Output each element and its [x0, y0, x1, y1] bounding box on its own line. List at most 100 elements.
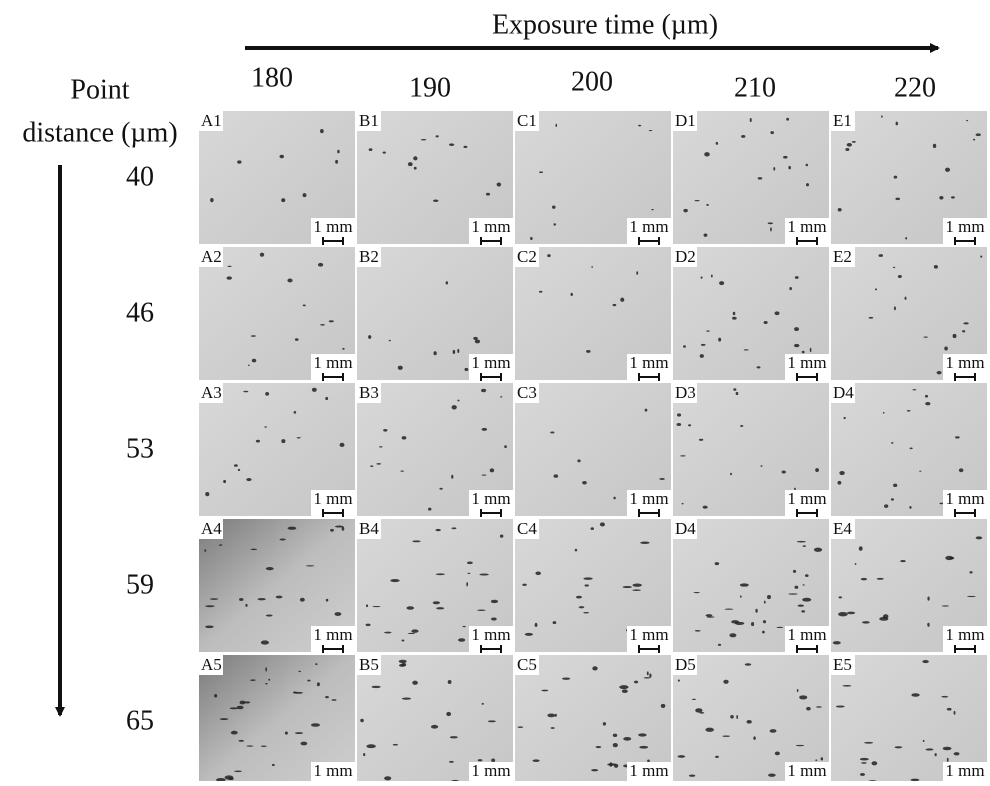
pore: [941, 696, 948, 698]
panel-label: C5: [517, 655, 537, 674]
panel-label: C1: [517, 111, 537, 130]
pore: [268, 679, 270, 681]
pore: [803, 584, 805, 585]
panel-label: D1: [675, 111, 696, 130]
pore: [234, 464, 238, 467]
pore: [256, 440, 260, 443]
pore: [539, 171, 543, 173]
pore: [315, 663, 317, 665]
pore: [402, 698, 411, 700]
pore: [613, 734, 617, 737]
pore: [701, 277, 703, 279]
pore: [730, 473, 732, 476]
panel-label: D3: [675, 383, 696, 402]
pore: [768, 222, 773, 224]
scale-label: 1 mm: [787, 625, 826, 644]
pore: [433, 351, 436, 355]
pore: [490, 468, 494, 472]
panel-label: B3: [359, 383, 379, 402]
pore: [457, 400, 459, 402]
pore: [860, 773, 865, 776]
pore: [923, 740, 925, 742]
pore: [482, 703, 484, 705]
pore: [678, 679, 680, 681]
pore: [337, 150, 339, 154]
pore: [436, 607, 444, 609]
pore: [794, 327, 799, 331]
pore: [552, 205, 556, 208]
pore: [677, 755, 685, 758]
pore: [550, 431, 554, 433]
panel: B41 mm: [357, 519, 513, 653]
panel: E21 mm: [831, 247, 987, 381]
pore: [724, 609, 733, 610]
pore: [954, 752, 960, 755]
pore: [842, 685, 851, 687]
row-label: 40: [126, 161, 154, 192]
pore: [238, 740, 244, 742]
pore: [839, 471, 844, 475]
panel-label: A4: [201, 519, 222, 538]
pore: [775, 752, 780, 756]
pore: [463, 146, 467, 148]
pore: [303, 304, 306, 306]
pore: [962, 330, 965, 332]
pore: [770, 729, 777, 733]
pore: [909, 506, 911, 509]
pore: [683, 345, 686, 347]
pore: [451, 527, 456, 529]
pore: [591, 527, 594, 530]
pore: [366, 744, 375, 748]
pore: [757, 366, 761, 368]
panel: C11 mm: [515, 111, 671, 245]
panel: A41 mm: [199, 519, 355, 653]
pore: [910, 447, 913, 449]
pore: [797, 541, 806, 543]
pore: [877, 578, 884, 580]
scale-label: 1 mm: [945, 625, 984, 644]
panel-label: C3: [517, 383, 537, 402]
panel: D11 mm: [673, 111, 829, 245]
pore: [204, 549, 206, 552]
pore: [689, 775, 695, 777]
panel-label: A5: [201, 655, 222, 674]
pore: [497, 183, 502, 187]
pore: [446, 281, 448, 284]
pore: [776, 627, 783, 628]
pore: [837, 481, 841, 485]
pore: [448, 680, 452, 684]
pore: [976, 536, 983, 539]
pore: [250, 679, 255, 681]
scale-label: 1 mm: [629, 489, 668, 508]
pore: [836, 705, 845, 707]
panel: E51 mm: [831, 655, 987, 781]
pore: [741, 135, 745, 138]
panel: E4 1 mm: [831, 519, 987, 653]
panel-label: E4: [833, 519, 852, 538]
pore: [847, 143, 852, 147]
pore: [839, 596, 842, 598]
row-label: 46: [126, 297, 154, 328]
pore: [325, 696, 329, 698]
pore: [746, 720, 751, 724]
pore: [731, 620, 739, 623]
pore: [287, 279, 292, 283]
pore: [383, 429, 387, 432]
pore: [794, 344, 799, 347]
pore: [764, 321, 768, 324]
pore: [225, 775, 234, 779]
pore: [700, 354, 704, 358]
column-label: 200: [571, 66, 613, 97]
scale-label: 1 mm: [629, 353, 668, 372]
pore: [861, 578, 867, 580]
pore: [481, 389, 486, 393]
pore: [265, 667, 267, 671]
pore: [238, 469, 240, 471]
panel-label: B1: [359, 111, 379, 130]
pore: [535, 571, 541, 575]
pore: [644, 677, 650, 678]
pore: [723, 680, 728, 684]
pore: [583, 612, 589, 613]
pore: [736, 392, 739, 395]
pore: [205, 492, 209, 496]
